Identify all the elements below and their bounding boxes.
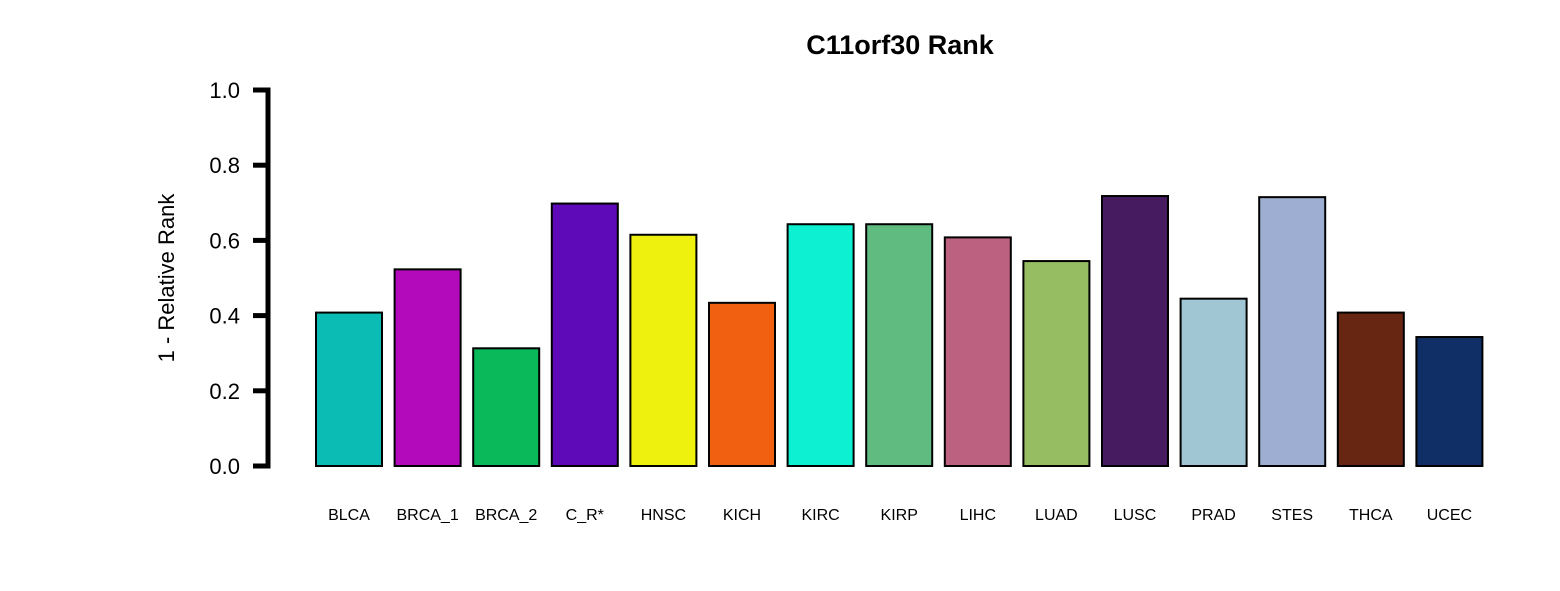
bar-lusc: [1101, 195, 1169, 467]
x-tick-label: HNSC: [641, 507, 686, 524]
y-tick-label: 0.8: [209, 153, 240, 178]
bar-luad: [1022, 260, 1091, 467]
x-tick-label: PRAD: [1191, 507, 1235, 524]
y-tick-label: 1.0: [209, 78, 240, 103]
x-tick-label: UCEC: [1427, 507, 1472, 524]
y-tick-label: 0.0: [209, 454, 240, 479]
x-tick-label: LUSC: [1114, 507, 1157, 524]
x-tick-label: KIRC: [801, 507, 839, 524]
x-tick-label: LUAD: [1035, 507, 1078, 524]
x-tick-label: KICH: [723, 507, 761, 524]
bar-kich: [708, 301, 776, 468]
y-tick-label: 0.2: [209, 379, 240, 404]
x-tick-label: KIRP: [881, 507, 918, 524]
x-tick-labels: BLCA BRCA_1 BRCA_2 C_R* HNSC KICH KIRC KIRP LIHC…: [328, 507, 1472, 524]
bar-ucec: [1415, 336, 1484, 468]
bar-stes: [1258, 196, 1327, 467]
x-tick-label: BLCA: [328, 507, 370, 524]
y-tick-label: 0.6: [209, 228, 240, 253]
x-tick-label: THCA: [1349, 507, 1393, 524]
bar-blca: [315, 311, 383, 468]
y-axis-label: 1 - Relative Rank: [154, 193, 179, 363]
chart-title: C11orf30 Rank: [806, 30, 995, 60]
bar-c-r-: [550, 202, 619, 467]
x-tick-label: STES: [1271, 507, 1313, 524]
bar-hnsc: [629, 233, 698, 467]
bar-group: [315, 195, 1484, 468]
bar-brca-1: [393, 268, 462, 467]
y-axis: 0.0 0.2 0.4 0.6 0.8 1.0: [209, 78, 271, 479]
x-tick-label: C_R*: [566, 507, 604, 524]
y-tick-label: 0.4: [209, 304, 240, 329]
bar-kirp: [865, 223, 934, 467]
x-tick-label: LIHC: [960, 507, 996, 524]
x-tick-label: BRCA_1: [396, 507, 458, 524]
bar-prad: [1179, 297, 1248, 467]
x-tick-label: BRCA_2: [475, 507, 537, 524]
bar-kirc: [786, 223, 855, 467]
bar-lihc: [943, 236, 1012, 467]
bar-brca-2: [472, 347, 541, 468]
bar-thca: [1336, 311, 1405, 468]
